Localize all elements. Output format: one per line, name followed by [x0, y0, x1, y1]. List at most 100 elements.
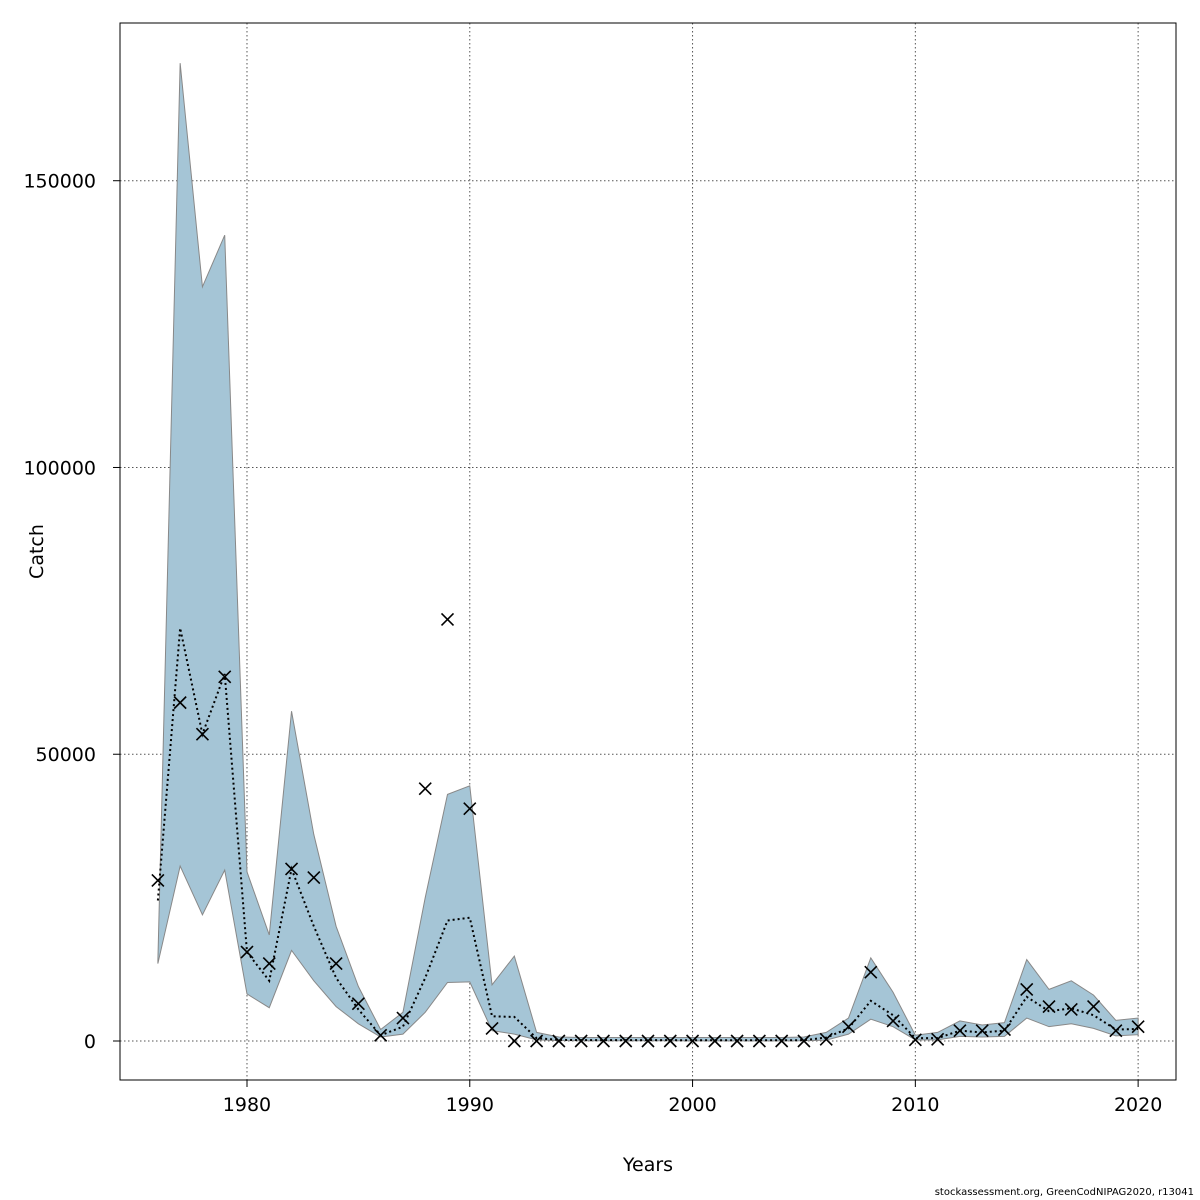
- marker-stroke-b: [307, 870, 321, 885]
- marker-stroke-b: [329, 957, 343, 971]
- x-tick-label-2020: 2020: [1114, 1094, 1162, 1116]
- observed-point-2003: [752, 1034, 766, 1048]
- marker-stroke-b: [685, 1034, 700, 1048]
- observed-point-1991: [485, 1021, 499, 1035]
- marker-stroke-b: [351, 997, 365, 1011]
- marker-stroke-b: [864, 965, 878, 979]
- marker-stroke-b: [663, 1034, 677, 1048]
- axes: 1980 1990 2000 2010 2020 0 50000 100000 150000: [23, 171, 1162, 1116]
- observed-point-1999: [663, 1034, 677, 1048]
- marker-stroke-b: [975, 1024, 989, 1038]
- marker-stroke-b: [886, 1014, 900, 1028]
- marker-stroke-b: [1109, 1024, 1123, 1038]
- y-axis-title: Catch: [26, 524, 48, 579]
- observed-point-2012: [953, 1024, 967, 1038]
- observed-point-2005: [797, 1034, 811, 1048]
- x-tick-label-1980: 1980: [223, 1094, 271, 1116]
- marker-stroke-b: [708, 1034, 722, 1048]
- x-tick-label-2010: 2010: [891, 1094, 939, 1116]
- y-tick-label-100000: 100000: [23, 457, 96, 479]
- observed-point-1990: [463, 802, 477, 816]
- marker-stroke-b: [953, 1024, 967, 1038]
- observed-point-2009: [886, 1014, 900, 1028]
- observed-point-2001: [708, 1034, 722, 1048]
- marker-stroke-b: [775, 1034, 789, 1048]
- observed-point-2017: [1064, 1002, 1078, 1017]
- marker-stroke-b: [730, 1034, 744, 1048]
- marker-stroke-b: [797, 1034, 811, 1048]
- marker-stroke-b: [507, 1034, 521, 1048]
- y-tick-label-150000: 150000: [23, 171, 96, 193]
- observed-point-1996: [596, 1034, 611, 1048]
- observed-point-2014: [997, 1022, 1012, 1037]
- marker-stroke-b: [151, 873, 165, 887]
- observed-point-1983: [307, 870, 321, 885]
- marker-stroke-b: [1042, 1000, 1056, 1014]
- observed-point-1984: [329, 957, 343, 971]
- marker-stroke-b: [418, 782, 432, 796]
- observed-point-1988: [418, 782, 432, 796]
- marker-stroke-b: [1020, 982, 1034, 996]
- marker-stroke-b: [1064, 1002, 1078, 1017]
- marker-stroke-b: [552, 1034, 566, 1048]
- marker-stroke-b: [574, 1034, 588, 1048]
- observed-point-1982: [284, 862, 299, 876]
- marker-stroke-b: [1131, 1020, 1145, 1034]
- marker-stroke-b: [596, 1034, 611, 1048]
- marker-stroke-b: [374, 1028, 388, 1042]
- observed-point-1981: [262, 957, 276, 971]
- observed-point-2002: [730, 1034, 744, 1048]
- marker-stroke-b: [841, 1020, 856, 1034]
- observed-point-1978: [195, 727, 209, 741]
- marker-stroke-b: [173, 696, 187, 710]
- marker-stroke-b: [396, 1011, 410, 1025]
- observed-point-1977: [173, 696, 187, 710]
- marker-stroke-b: [752, 1034, 766, 1048]
- marker-stroke-b: [931, 1032, 945, 1046]
- marker-stroke-b: [485, 1021, 499, 1035]
- observed-point-2013: [975, 1024, 989, 1038]
- observed-point-1986: [374, 1028, 388, 1042]
- observed-point-1992: [507, 1034, 521, 1048]
- observed-point-2018: [1087, 1000, 1101, 1014]
- observed-point-2016: [1042, 1000, 1056, 1014]
- observed-point-1980: [240, 945, 254, 959]
- observed-point-1985: [351, 997, 365, 1011]
- observed-point-1979: [218, 670, 232, 684]
- observed-point-2011: [931, 1032, 945, 1046]
- marker-stroke-b: [530, 1034, 544, 1048]
- observed-point-1995: [574, 1034, 588, 1048]
- marker-stroke-b: [1087, 1000, 1101, 1014]
- y-tick-label-0: 0: [84, 1031, 96, 1053]
- marker-stroke-b: [463, 802, 477, 816]
- marker-stroke-b: [619, 1034, 633, 1048]
- observed-point-2020: [1131, 1020, 1145, 1034]
- marker-stroke-b: [641, 1034, 655, 1048]
- source-credit: stockassessment.org, GreenCodNIPAG2020, …: [934, 1187, 1194, 1198]
- marker-stroke-b: [195, 727, 209, 741]
- plot-frame: [119, 22, 1177, 1081]
- confidence-band: [157, 63, 1139, 1042]
- observed-point-2019: [1109, 1024, 1123, 1038]
- x-axis-title: Years: [622, 1154, 673, 1176]
- marker-stroke-b: [440, 612, 455, 627]
- marker-stroke-b: [240, 945, 254, 959]
- observed-point-2008: [864, 965, 878, 979]
- marker-stroke-b: [997, 1022, 1012, 1037]
- observed-point-1998: [641, 1034, 655, 1048]
- observed-point-1997: [619, 1034, 633, 1048]
- observed-points: [151, 612, 1145, 1048]
- observed-point-1987: [396, 1011, 410, 1025]
- observed-point-2000: [685, 1034, 700, 1048]
- estimate-line: [156, 627, 1139, 1042]
- observed-point-2007: [841, 1020, 856, 1034]
- marker-stroke-b: [908, 1033, 922, 1047]
- observed-point-1976: [151, 873, 165, 887]
- observed-point-2004: [775, 1034, 789, 1048]
- observed-point-1993: [530, 1034, 544, 1048]
- observed-point-1989: [440, 612, 455, 627]
- marker-stroke-b: [262, 957, 276, 971]
- y-tick-label-50000: 50000: [36, 744, 96, 766]
- observed-point-1994: [552, 1034, 566, 1048]
